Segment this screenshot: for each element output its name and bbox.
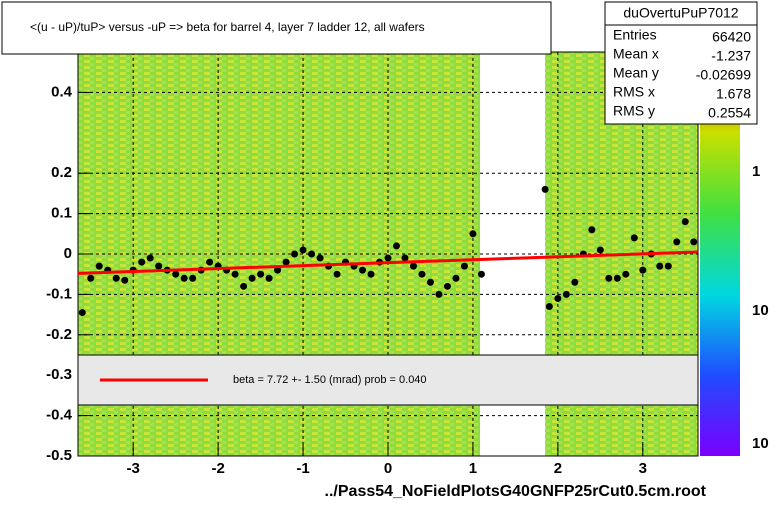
palette-label: 10: [752, 435, 769, 452]
data-point: [460, 262, 468, 270]
palette-label: 1: [752, 163, 760, 180]
data-point: [605, 274, 613, 282]
x-tick-label: 3: [639, 460, 647, 477]
title-box: [1, 1, 552, 55]
stats-key: Mean x: [613, 46, 659, 62]
data-point: [189, 274, 197, 282]
data-point: [681, 218, 689, 226]
data-point: [392, 242, 400, 250]
data-point: [664, 262, 672, 270]
data-point: [138, 258, 146, 266]
y-tick-label: -0.5: [46, 447, 72, 464]
stats-key: RMS x: [613, 84, 655, 100]
data-point: [639, 266, 647, 274]
data-point: [257, 270, 265, 278]
stats-name: duOvertuPuP7012: [623, 5, 738, 21]
data-point: [477, 270, 485, 278]
data-point: [78, 309, 86, 317]
data-point: [240, 282, 248, 290]
fit-line: [77, 250, 699, 275]
data-point: [299, 246, 307, 254]
data-point: [291, 250, 299, 258]
fit-label: beta = 7.72 +- 1.50 (mrad) prob = 0.040: [233, 374, 427, 386]
stats-value: 66420: [712, 29, 751, 45]
x-tick-label: 0: [384, 460, 392, 477]
data-point: [146, 254, 154, 262]
stats-value: -1.237: [711, 48, 751, 64]
stats-value: -0.02699: [696, 67, 751, 83]
data-point: [384, 254, 392, 262]
data-point: [316, 254, 324, 262]
data-point: [265, 274, 273, 282]
data-point: [613, 274, 621, 282]
y-tick-label: -0.3: [46, 366, 72, 383]
data-point: [443, 282, 451, 290]
data-point: [418, 270, 426, 278]
stats-key: RMS y: [613, 103, 655, 119]
y-tick-label: 0.4: [51, 83, 73, 100]
data-point: [596, 246, 604, 254]
data-point: [172, 270, 180, 278]
data-point: [121, 276, 129, 284]
data-point: [673, 238, 681, 246]
x-tick-label: -2: [211, 460, 224, 477]
palette-label: 10: [752, 302, 769, 319]
data-point: [656, 262, 664, 270]
stats-box: [604, 1, 758, 125]
data-point: [562, 290, 570, 298]
data-point: [112, 274, 120, 282]
data-point: [367, 270, 375, 278]
data-point: [308, 250, 316, 258]
x-tick-label: -3: [127, 460, 140, 477]
x-axis-label: ../Pass54_NoFieldPlotsG40GNFP25rCut0.5cm…: [325, 483, 707, 500]
data-point: [333, 270, 341, 278]
stats-value: 1.678: [716, 86, 751, 102]
x-tick-label: -1: [296, 460, 309, 477]
data-point: [248, 274, 256, 282]
data-point: [541, 185, 549, 193]
data-point: [554, 294, 562, 302]
data-point: [571, 278, 579, 286]
data-point: [231, 270, 239, 278]
data-point: [206, 258, 214, 266]
data-point: [426, 278, 434, 286]
y-tick-label: -0.2: [46, 326, 72, 343]
data-point: [180, 274, 188, 282]
data-point: [401, 254, 409, 262]
stats-key: Entries: [613, 27, 657, 43]
data-point: [452, 274, 460, 282]
data-point: [87, 274, 95, 282]
data-point: [588, 226, 596, 234]
stats-key: Mean y: [613, 65, 659, 81]
data-point: [282, 258, 290, 266]
data-point: [435, 290, 443, 298]
y-tick-label: 0.2: [51, 164, 72, 181]
data-point: [409, 262, 417, 270]
data-point: [359, 266, 367, 274]
data-point: [95, 262, 103, 270]
x-tick-label: 1: [469, 460, 477, 477]
data-point: [630, 234, 638, 242]
stats-value: 0.2554: [708, 105, 751, 121]
y-tick-label: -0.4: [46, 407, 73, 424]
y-tick-label: -0.1: [46, 285, 72, 302]
data-point: [690, 238, 698, 246]
data-point: [155, 262, 163, 270]
data-point: [622, 270, 630, 278]
y-tick-label: 0.1: [51, 205, 72, 222]
chart-title: <(u - uP)/tuP> versus -uP => beta for ba…: [30, 20, 425, 34]
x-tick-label: 2: [554, 460, 562, 477]
data-point: [274, 266, 282, 274]
data-point: [469, 230, 477, 238]
y-tick-label: 0: [64, 245, 72, 262]
data-point: [545, 303, 553, 311]
